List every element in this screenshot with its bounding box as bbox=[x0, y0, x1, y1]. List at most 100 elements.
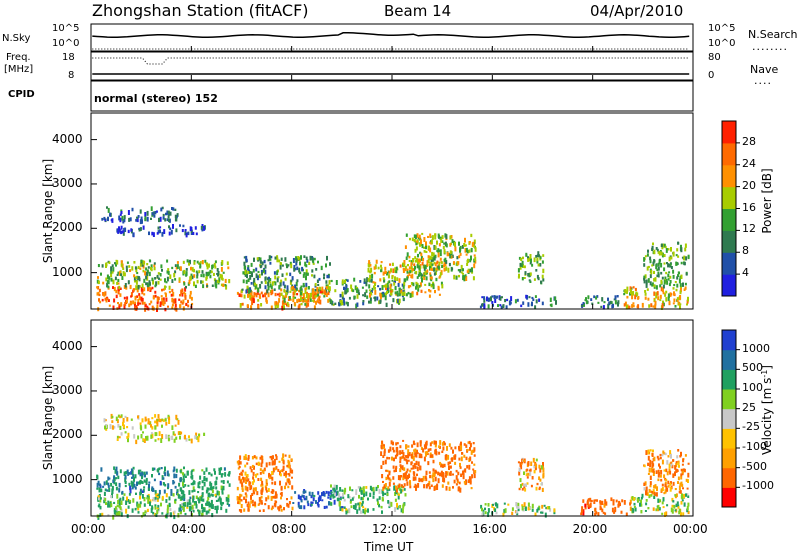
data-cell bbox=[137, 415, 139, 419]
data-cell bbox=[274, 495, 277, 499]
data-cell bbox=[248, 503, 251, 508]
data-cell bbox=[386, 456, 389, 460]
data-cell bbox=[289, 272, 292, 277]
data-cell bbox=[130, 228, 133, 232]
data-cell bbox=[626, 295, 629, 299]
data-cell bbox=[674, 471, 676, 477]
data-cell bbox=[117, 414, 120, 418]
data-cell bbox=[330, 484, 332, 488]
data-cell bbox=[430, 264, 433, 269]
data-cell bbox=[216, 505, 219, 510]
data-cell bbox=[653, 456, 656, 462]
data-cell bbox=[467, 258, 469, 264]
data-cell bbox=[406, 460, 409, 465]
data-cell bbox=[366, 277, 369, 283]
data-cell bbox=[458, 481, 461, 485]
data-cell bbox=[97, 264, 100, 268]
data-cell bbox=[442, 446, 445, 451]
data-cell bbox=[147, 266, 150, 269]
data-cell bbox=[464, 248, 467, 253]
data-cell bbox=[653, 284, 656, 288]
data-cell bbox=[392, 441, 394, 446]
data-cell bbox=[536, 254, 539, 258]
data-cell bbox=[196, 275, 199, 279]
data-cell bbox=[669, 275, 672, 279]
data-cell bbox=[126, 417, 129, 422]
data-cell bbox=[430, 276, 433, 280]
data-cell bbox=[276, 257, 279, 263]
data-cell bbox=[645, 486, 648, 492]
data-cell bbox=[580, 512, 583, 516]
data-cell bbox=[415, 487, 417, 491]
data-cell bbox=[214, 470, 216, 475]
data-cell bbox=[536, 257, 539, 262]
data-cell bbox=[345, 288, 348, 294]
data-cell bbox=[243, 266, 246, 270]
data-cell bbox=[157, 507, 160, 512]
data-cell bbox=[198, 498, 201, 504]
data-cell bbox=[437, 252, 440, 258]
data-cell bbox=[154, 506, 157, 510]
data-cell bbox=[601, 508, 604, 513]
data-cell bbox=[318, 277, 321, 281]
data-cell bbox=[618, 500, 621, 505]
data-cell bbox=[388, 501, 391, 507]
data-cell bbox=[144, 510, 147, 514]
data-cell bbox=[389, 287, 392, 292]
data-cell bbox=[185, 232, 188, 238]
data-cell bbox=[373, 271, 376, 275]
data-cell bbox=[422, 264, 425, 268]
data-cell bbox=[535, 255, 538, 258]
data-cell bbox=[153, 214, 156, 218]
data-cell bbox=[156, 419, 159, 422]
data-cell bbox=[685, 478, 688, 482]
data-cell bbox=[401, 508, 404, 514]
data-cell bbox=[165, 493, 168, 498]
data-cell bbox=[437, 478, 440, 484]
data-cell bbox=[222, 480, 225, 484]
data-cell bbox=[186, 499, 189, 504]
data-cell bbox=[660, 488, 663, 492]
data-cell bbox=[256, 491, 259, 496]
data-cell bbox=[668, 283, 671, 287]
data-cell bbox=[260, 265, 263, 268]
velocity-plot bbox=[96, 413, 690, 520]
data-cell bbox=[437, 471, 440, 476]
data-cell bbox=[664, 452, 667, 456]
data-cell bbox=[194, 226, 197, 230]
data-cell bbox=[142, 225, 145, 230]
freq-label: Freq. bbox=[6, 52, 31, 63]
data-cell bbox=[434, 449, 437, 455]
data-cell bbox=[504, 508, 507, 513]
colorbar-tick-label: 500 bbox=[742, 361, 763, 375]
data-cell bbox=[122, 496, 125, 501]
data-cell bbox=[157, 510, 160, 513]
data-cell bbox=[412, 476, 415, 481]
data-cell bbox=[667, 273, 670, 278]
data-cell bbox=[293, 288, 296, 291]
data-cell bbox=[166, 210, 169, 215]
data-cell bbox=[451, 267, 454, 271]
data-cell bbox=[127, 505, 130, 509]
data-cell bbox=[472, 276, 475, 281]
cpid-panel bbox=[90, 80, 694, 112]
data-cell bbox=[251, 464, 254, 468]
data-cell bbox=[187, 231, 190, 236]
data-cell bbox=[467, 479, 470, 483]
data-cell bbox=[400, 489, 403, 494]
data-cell bbox=[278, 298, 281, 303]
data-cell bbox=[284, 301, 287, 305]
data-cell bbox=[285, 470, 287, 474]
data-cell bbox=[174, 214, 177, 219]
data-cell bbox=[348, 496, 351, 499]
data-cell bbox=[377, 501, 379, 506]
data-cell bbox=[667, 485, 670, 488]
data-cell bbox=[174, 485, 177, 489]
data-cell bbox=[421, 274, 423, 277]
data-cell bbox=[220, 467, 223, 471]
data-cell bbox=[417, 253, 419, 258]
data-cell bbox=[280, 469, 283, 472]
data-cell bbox=[181, 229, 184, 233]
data-cell bbox=[290, 279, 293, 283]
data-cell bbox=[454, 446, 457, 450]
